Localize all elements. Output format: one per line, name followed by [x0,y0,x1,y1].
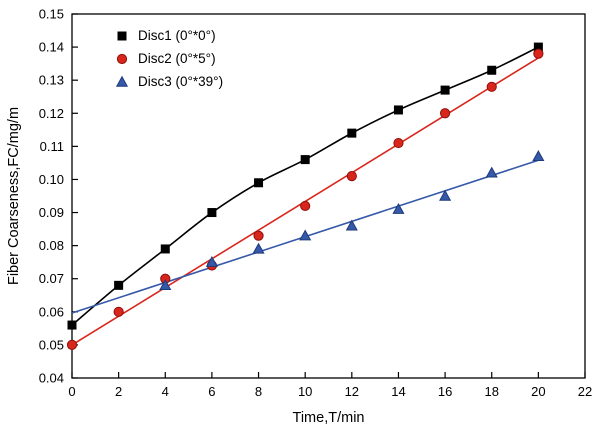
data-point-marker [487,65,497,75]
x-tick-label: 20 [531,384,545,399]
y-tick-label: 0.11 [40,139,64,154]
data-point-marker [347,128,357,138]
data-point-marker [113,306,124,317]
x-tick-label: 12 [345,384,359,399]
y-tick-label: 0.14 [39,40,64,55]
data-point-marker [533,48,544,59]
data-point-marker [114,280,124,290]
x-tick-label: 22 [578,384,592,399]
legend-label: Disc2 (0°*5°) [138,51,216,66]
y-tick-label: 0.13 [39,73,64,88]
legend-label: Disc1 (0°*0°) [138,28,216,43]
data-point-marker [300,200,311,212]
y-tick-label: 0.10 [39,172,64,187]
data-point-marker [439,108,451,119]
data-point-marker [205,255,218,267]
data-point-marker [393,105,403,115]
data-point-marker [117,31,127,41]
data-point-marker [116,53,128,65]
data-point-marker [532,150,545,161]
data-point-marker [299,229,312,241]
data-point-marker [254,178,264,188]
data-point-marker [66,339,78,351]
data-point-marker [160,244,170,254]
y-tick-label: 0.08 [39,238,64,253]
x-tick-label: 10 [298,384,312,399]
data-point-marker [207,208,217,218]
data-point-marker [253,230,264,241]
data-point-marker [439,189,452,201]
data-point-marker [159,279,172,291]
data-point-marker [393,137,404,149]
x-tick-label: 14 [391,384,405,399]
y-tick-label: 0.09 [39,205,64,220]
data-point-marker [346,171,357,182]
data-point-marker [300,155,310,165]
data-point-marker [115,75,129,87]
x-tick-label: 0 [68,384,75,399]
y-tick-label: 0.07 [39,271,64,286]
x-tick-label: 8 [255,384,262,399]
x-axis-title: Time,T/min [293,410,365,426]
x-tick-label: 4 [162,384,169,399]
x-tick-label: 6 [208,384,215,399]
data-point-marker [67,320,77,330]
x-tick-label: 2 [115,384,122,399]
y-tick-label: 0.04 [39,371,64,386]
y-tick-label: 0.12 [39,106,64,121]
legend-label: Disc3 (0°*39°) [138,74,223,89]
plot-frame [71,13,586,379]
y-axis-title: Fiber Coarseness,FC/mg/m [6,107,22,285]
data-point-marker [392,203,405,214]
y-tick-label: 0.15 [39,7,64,22]
y-tick-label: 0.05 [39,337,64,352]
y-tick-label: 0.06 [39,304,64,319]
x-tick-label: 18 [484,384,498,399]
x-tick-label: 16 [438,384,452,399]
data-point-marker [440,85,450,95]
data-point-marker [345,219,358,231]
data-point-marker [485,166,498,178]
data-point-marker [486,81,497,92]
data-point-marker [252,242,265,254]
